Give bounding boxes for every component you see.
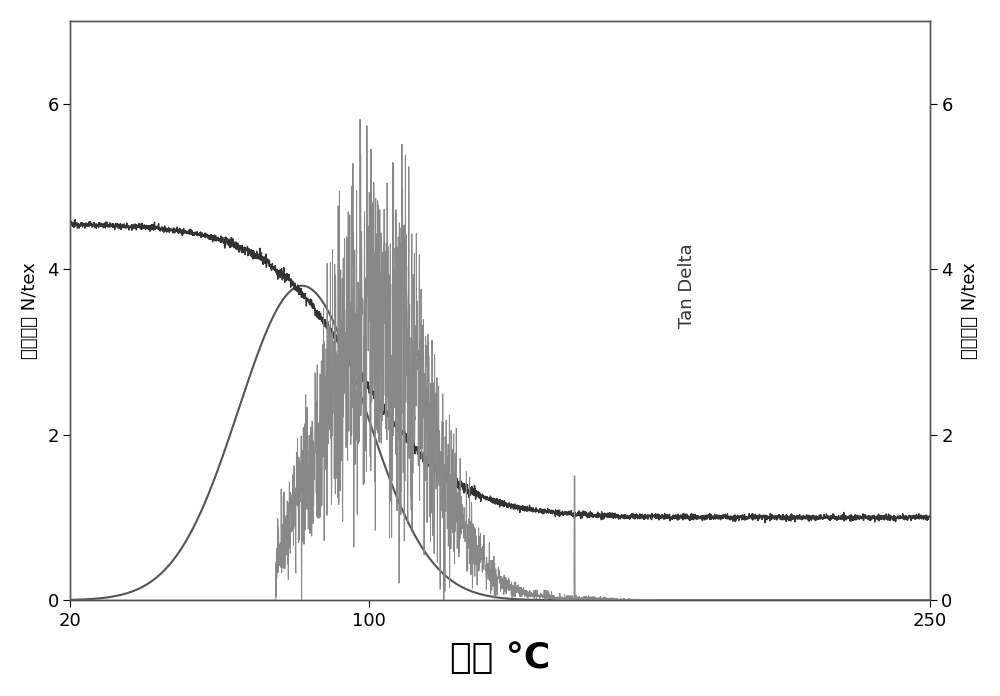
Y-axis label: 储能模量 N/tex: 储能模量 N/tex [21, 262, 39, 359]
Y-axis label: 损耗模量 N/tex: 损耗模量 N/tex [961, 262, 979, 359]
X-axis label: 温度 °C: 温度 °C [450, 641, 550, 675]
Text: Tan Delta: Tan Delta [678, 244, 696, 328]
